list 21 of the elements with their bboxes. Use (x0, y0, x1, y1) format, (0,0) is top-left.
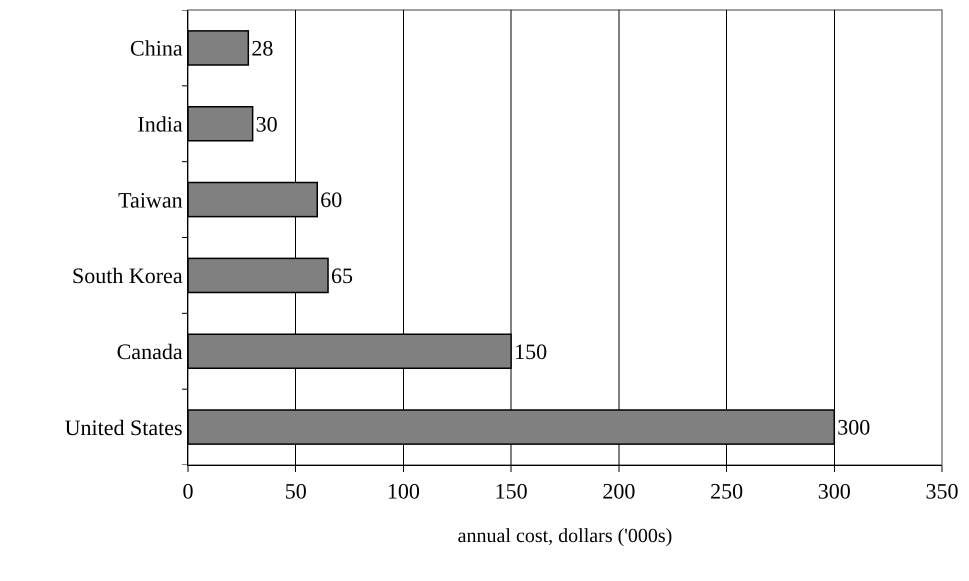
y-tick-label: China (130, 36, 183, 61)
x-tick-label: 100 (386, 478, 420, 504)
x-tick-label: 300 (818, 478, 851, 504)
data-label: 150 (514, 338, 548, 364)
data-label: 65 (331, 262, 354, 288)
data-label: 30 (256, 111, 278, 136)
data-label: 60 (320, 187, 342, 212)
y-tick-label: Canada (116, 338, 183, 364)
x-tick-label: 0 (182, 478, 194, 504)
y-tick-label: Taiwan (118, 187, 183, 212)
x-tick-label: 200 (602, 478, 636, 504)
data-label: 300 (837, 414, 870, 440)
x-tick-label: 150 (494, 478, 528, 504)
y-tick-label: United States (64, 414, 183, 440)
y-tick-label: South Korea (72, 263, 183, 288)
x-tick-label: 250 (710, 478, 744, 504)
data-label: 28 (251, 35, 274, 60)
x-tick-label: 50 (284, 478, 307, 504)
x-axis-title: annual cost, dollars ('000s) (458, 524, 672, 547)
x-tick-label: 350 (926, 478, 958, 504)
y-tick-label: India (137, 111, 183, 136)
